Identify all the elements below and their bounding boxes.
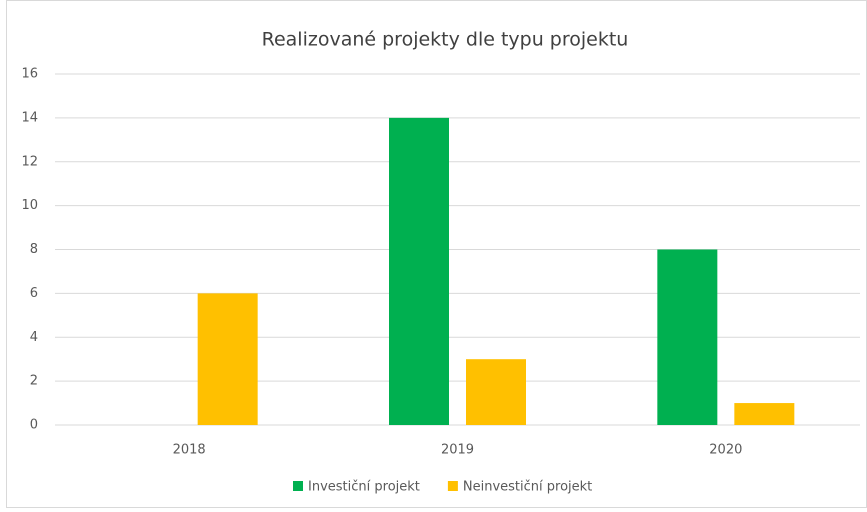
bar bbox=[657, 249, 718, 425]
bar bbox=[466, 359, 526, 425]
y-tick-label: 16 bbox=[21, 67, 38, 82]
legend-label: Investiční projekt bbox=[308, 480, 420, 495]
x-tick-label: 2019 bbox=[441, 443, 474, 458]
y-tick-label: 12 bbox=[21, 154, 38, 169]
y-tick-label: 10 bbox=[21, 198, 38, 213]
y-tick-label: 4 bbox=[30, 330, 38, 345]
legend-swatch bbox=[293, 481, 303, 491]
y-tick-label: 0 bbox=[30, 418, 38, 433]
x-tick-label: 2020 bbox=[709, 443, 742, 458]
y-tick-label: 8 bbox=[30, 242, 38, 257]
chart-title: Realizované projekty dle typu projektu bbox=[262, 29, 629, 51]
bar bbox=[389, 117, 449, 425]
x-tick-label: 2018 bbox=[173, 443, 206, 458]
y-tick-label: 6 bbox=[30, 286, 38, 301]
y-tick-label: 2 bbox=[30, 374, 38, 389]
y-tick-label: 14 bbox=[21, 110, 38, 125]
legend-swatch bbox=[447, 481, 458, 491]
bar bbox=[734, 403, 795, 425]
legend-label: Neinvestiční projekt bbox=[463, 480, 592, 495]
bar bbox=[197, 293, 258, 425]
